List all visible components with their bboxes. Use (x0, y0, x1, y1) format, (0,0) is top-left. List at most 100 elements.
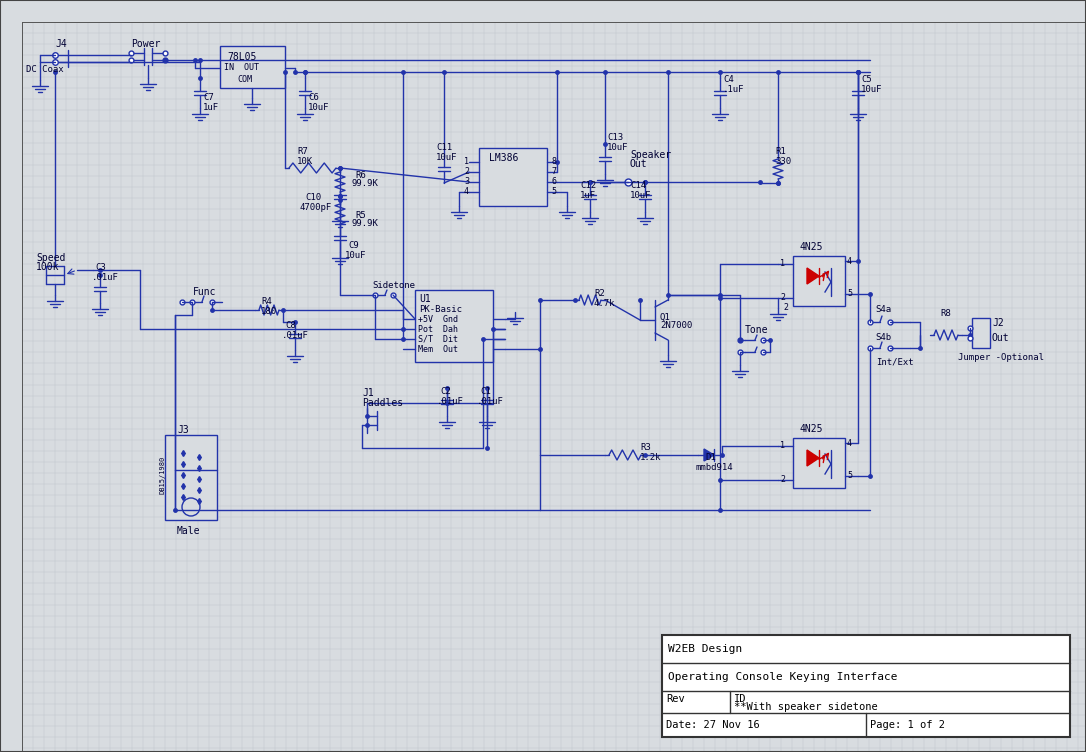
Text: W2EB Design: W2EB Design (668, 644, 742, 654)
Text: R7: R7 (296, 147, 307, 156)
Text: 2: 2 (251, 6, 257, 16)
Bar (479, 148, 547, 206)
Bar (0, 0, 22, 752)
Text: Male: Male (177, 526, 201, 536)
Text: Paddles: Paddles (362, 398, 403, 408)
Text: Tone: Tone (745, 325, 769, 335)
Text: 2: 2 (780, 475, 785, 484)
Text: R3: R3 (640, 442, 651, 451)
Text: C6: C6 (308, 93, 319, 102)
Text: 5: 5 (847, 472, 853, 481)
Text: S4a: S4a (875, 305, 892, 314)
Text: 180: 180 (261, 307, 277, 316)
Text: 4N25: 4N25 (799, 242, 822, 252)
Text: 10uF: 10uF (345, 250, 366, 259)
Text: DB15/1980: DB15/1980 (160, 456, 166, 494)
Text: Date: 27 Nov 16: Date: 27 Nov 16 (666, 720, 760, 730)
Text: .01uF: .01uF (477, 398, 504, 407)
Text: 5: 5 (551, 187, 556, 196)
Text: C12: C12 (580, 181, 596, 190)
Text: C3: C3 (94, 263, 105, 272)
Text: LM386: LM386 (489, 153, 518, 163)
Text: 1: 1 (97, 6, 103, 16)
Bar (220, 46, 285, 88)
Text: R2: R2 (594, 289, 605, 298)
Text: 10uF: 10uF (308, 102, 329, 111)
Text: PK-Basic: PK-Basic (419, 305, 462, 314)
Text: A: A (8, 94, 14, 104)
Text: C13: C13 (607, 134, 623, 142)
Text: S4b: S4b (875, 333, 892, 342)
Text: .01uF: .01uF (92, 274, 118, 283)
Text: C4: C4 (723, 75, 734, 84)
Text: 2: 2 (780, 293, 785, 302)
Bar (0, 0, 1086, 22)
Text: ID: ID (734, 694, 746, 704)
Text: J3: J3 (177, 425, 189, 435)
Text: Func: Func (193, 287, 216, 297)
Text: 5: 5 (847, 290, 853, 299)
Bar (662, 635, 1070, 737)
Text: Sidetone: Sidetone (372, 280, 415, 290)
Text: E: E (8, 690, 14, 700)
Text: 1uF: 1uF (203, 102, 219, 111)
Text: Jumper -Optional: Jumper -Optional (958, 353, 1044, 362)
Text: 6: 6 (551, 177, 556, 186)
Text: .1uF: .1uF (723, 84, 745, 93)
Text: Out: Out (992, 333, 1010, 343)
Text: 1uF: 1uF (580, 192, 596, 201)
Text: C1: C1 (480, 387, 491, 396)
Text: COM: COM (237, 74, 252, 83)
Text: C7: C7 (203, 93, 214, 102)
Text: 7: 7 (551, 168, 556, 177)
Text: 99.9K: 99.9K (352, 220, 379, 229)
Text: 4.7k: 4.7k (594, 299, 616, 308)
Text: C11: C11 (435, 144, 452, 153)
Text: Page: 1 of 2: Page: 1 of 2 (870, 720, 945, 730)
Text: 8: 8 (551, 157, 556, 166)
Text: 4: 4 (847, 438, 853, 447)
Text: 2N7000: 2N7000 (660, 322, 692, 330)
Text: 99.9K: 99.9K (352, 180, 379, 189)
Text: Speaker: Speaker (630, 150, 671, 160)
Text: C8: C8 (285, 322, 295, 330)
Text: R1: R1 (775, 147, 786, 156)
Text: 2: 2 (464, 168, 469, 177)
Text: 1: 1 (464, 157, 469, 166)
Bar (415, 290, 493, 362)
Text: C9: C9 (348, 241, 358, 250)
Text: mmbd914: mmbd914 (696, 463, 734, 472)
Text: 4: 4 (561, 6, 568, 16)
Text: J4: J4 (55, 39, 66, 49)
Text: 1: 1 (780, 441, 785, 450)
Text: C5: C5 (861, 75, 872, 84)
Text: 4700pF: 4700pF (300, 204, 332, 213)
Text: Speed: Speed (36, 253, 65, 263)
Text: C2: C2 (440, 387, 451, 396)
Text: R8: R8 (940, 310, 950, 319)
Text: 4: 4 (847, 256, 853, 265)
Text: 100k: 100k (36, 262, 60, 272)
Bar (793, 256, 845, 306)
Text: Mem  Out: Mem Out (418, 344, 458, 353)
Text: D: D (8, 556, 14, 566)
Text: 330: 330 (775, 156, 791, 165)
Text: Out: Out (630, 159, 647, 169)
Text: Rev: Rev (666, 694, 685, 704)
Text: 3: 3 (464, 177, 469, 186)
Text: J1: J1 (362, 388, 374, 398)
Text: DC Coax: DC Coax (26, 65, 64, 74)
Bar (165, 435, 217, 520)
Text: Power: Power (131, 39, 161, 49)
Polygon shape (704, 449, 714, 461)
Text: R6: R6 (355, 171, 366, 180)
Text: D1: D1 (705, 453, 716, 462)
Text: Operating Console Keying Interface: Operating Console Keying Interface (668, 672, 897, 682)
Text: C: C (8, 402, 14, 412)
Bar (972, 318, 990, 348)
Text: 10K: 10K (296, 156, 313, 165)
Text: B: B (8, 248, 14, 258)
Polygon shape (807, 268, 819, 284)
Text: +5V  Gnd: +5V Gnd (418, 314, 458, 323)
Polygon shape (807, 450, 819, 466)
